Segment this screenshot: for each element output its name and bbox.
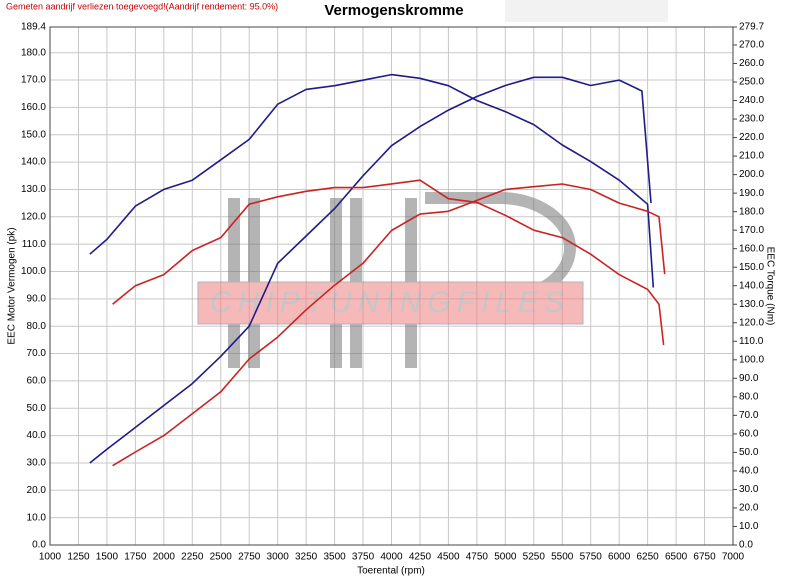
y-tick-label: 60.0 [27, 376, 47, 387]
x-tick-label: 1000 [39, 552, 62, 563]
chart-title: Vermogenskromme [324, 2, 463, 19]
y2-tick-label: 70.0 [739, 410, 759, 421]
y-tick-label: 70.0 [27, 348, 47, 359]
y-tick-label: 10.0 [27, 512, 47, 523]
y2-tick-label: 230.0 [739, 114, 764, 125]
y-tick-label: 120.0 [21, 211, 46, 222]
x-tick-label: 6750 [693, 552, 716, 563]
y-tick-label: 140.0 [21, 157, 46, 168]
y2-tick-label: 170.0 [739, 225, 764, 236]
y2-tick-label: 80.0 [739, 391, 759, 402]
y-tick-label: 189.4 [21, 22, 46, 33]
y2-tick-label: 30.0 [739, 484, 759, 495]
y2-tick-label: 260.0 [739, 58, 764, 69]
y2-tick-label: 190.0 [739, 188, 764, 199]
x-tick-label: 6500 [665, 552, 688, 563]
y2-tick-label: 240.0 [739, 95, 764, 106]
x-tick-label: 5000 [494, 552, 517, 563]
x-tick-label: 3500 [323, 552, 346, 563]
y2-tick-label: 210.0 [739, 151, 764, 162]
y2-tick-label: 140.0 [739, 280, 764, 291]
y-tick-label: 50.0 [27, 403, 47, 414]
x-tick-label: 3750 [352, 552, 375, 563]
y2-tick-label: 20.0 [739, 503, 759, 514]
y-tick-label: 130.0 [21, 184, 46, 195]
x-tick-label: 2500 [210, 552, 233, 563]
x-tick-label: 6000 [608, 552, 631, 563]
x-axis-label: Toerental (rpm) [357, 566, 425, 577]
y2-tick-label: 279.7 [739, 22, 764, 33]
y2-tick-label: 40.0 [739, 466, 759, 477]
y-tick-label: 150.0 [21, 129, 46, 140]
y2-tick-label: 90.0 [739, 373, 759, 384]
x-tick-label: 2250 [181, 552, 204, 563]
y-tick-label: 160.0 [21, 102, 46, 113]
x-tick-label: 6250 [637, 552, 660, 563]
watermark: CHIPTUNINGFILES [197, 192, 584, 368]
y2-tick-label: 150.0 [739, 262, 764, 273]
series-line [112, 179, 665, 346]
y2-tick-label: 10.0 [739, 521, 759, 532]
y-tick-label: 110.0 [22, 239, 47, 250]
x-tick-label: 2750 [238, 552, 261, 563]
series-line [89, 73, 655, 288]
y2-axis-label: EEC Torque (Nm) [764, 247, 775, 326]
y-tick-label: 80.0 [27, 321, 47, 332]
x-tick-label: 5750 [580, 552, 603, 563]
x-tick-label: 1500 [96, 552, 119, 563]
y2-tick-label: 270.0 [739, 40, 764, 51]
x-tick-label: 4250 [409, 552, 432, 563]
y2-tick-label: 130.0 [739, 299, 764, 310]
y-tick-label: 30.0 [27, 458, 47, 469]
y2-tick-label: 200.0 [739, 169, 764, 180]
y-tick-label: 40.0 [27, 430, 47, 441]
y2-tick-label: 100.0 [739, 354, 764, 365]
x-tick-label: 1750 [124, 552, 147, 563]
y-tick-label: 0.0 [32, 540, 46, 551]
y-tick-label: 90.0 [27, 293, 47, 304]
y2-tick-label: 50.0 [739, 447, 759, 458]
series-line [89, 76, 652, 464]
y-tick-label: 100.0 [21, 266, 46, 277]
y2-tick-label: 160.0 [739, 243, 764, 254]
y-tick-label: 20.0 [27, 485, 47, 496]
y2-tick-label: 250.0 [739, 77, 764, 88]
y2-tick-label: 0.0 [739, 540, 753, 551]
y2-tick-label: 60.0 [739, 429, 759, 440]
y-tick-label: 170.0 [21, 75, 46, 86]
y-axis-label: EEC Motor Vermogen (pk) [7, 227, 18, 344]
x-tick-label: 3000 [267, 552, 290, 563]
subtitle: Gemeten aandrijf verliezen toegevoegd!(A… [6, 1, 278, 11]
watermark-text: CHIPTUNINGFILES [210, 286, 570, 319]
header-box [505, 0, 668, 22]
y2-tick-label: 110.0 [739, 336, 764, 347]
y2-tick-label: 180.0 [739, 206, 764, 217]
x-tick-label: 3250 [295, 552, 318, 563]
x-tick-label: 2000 [153, 552, 176, 563]
watermark-band [197, 281, 584, 325]
x-tick-label: 4500 [437, 552, 460, 563]
x-tick-label: 4000 [380, 552, 403, 563]
x-tick-label: 4750 [466, 552, 489, 563]
x-tick-label: 5500 [551, 552, 574, 563]
x-tick-label: 1250 [67, 552, 90, 563]
y2-tick-label: 120.0 [739, 317, 764, 328]
y2-tick-label: 220.0 [739, 132, 764, 143]
x-tick-label: 5250 [523, 552, 546, 563]
y-tick-label: 180.0 [21, 47, 46, 58]
x-tick-label: 7000 [722, 552, 745, 563]
series-line [112, 183, 666, 467]
